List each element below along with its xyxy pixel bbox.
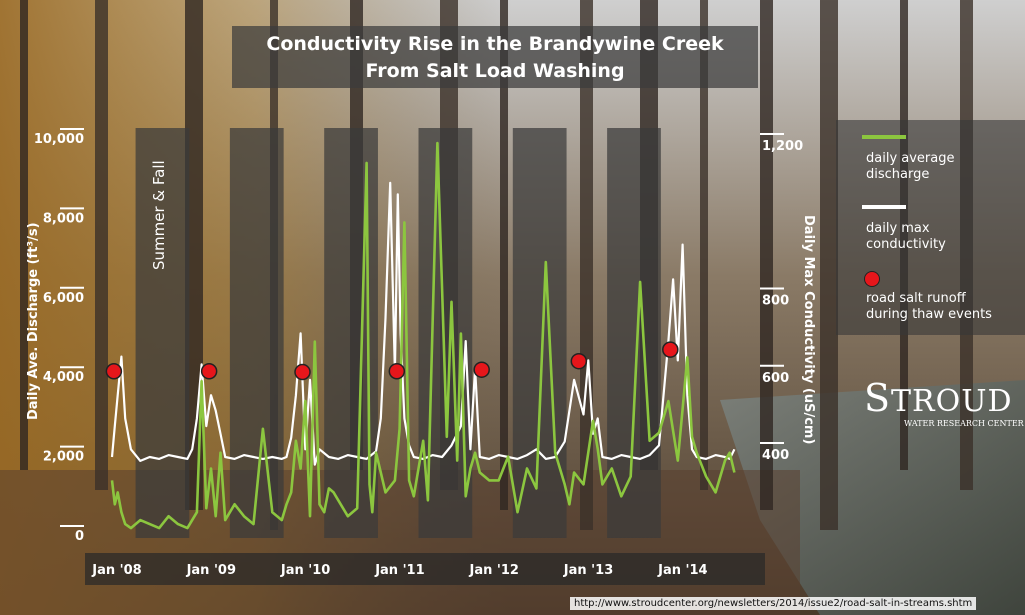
source-url[interactable]: http://www.stroudcenter.org/newsletters/… [570,597,977,610]
x-tick-label: Jan '11 [374,563,424,578]
left-tick-label: 0 [75,529,84,544]
legend-swatch-discharge [862,135,906,139]
legend-label-discharge: daily average discharge [866,151,955,182]
left-tick-label: 6,000 [43,291,84,306]
background-ground [0,470,800,615]
legend-swatch-conductivity [862,205,906,209]
left-tick-label: 4,000 [43,370,84,385]
left-tick-label: 10,000 [34,132,84,147]
tree-trunk [760,0,773,510]
salt-event-point [570,352,588,370]
right-tick-label: 400 [762,448,789,463]
stroud-logo: STROUD WATER RESEARCH CENTER [864,376,1024,428]
legend-label-conductivity: daily max conductivity [866,221,946,252]
right-tick-label: 1,200 [762,139,803,154]
legend-panel [836,120,1025,335]
salt-event-point [200,363,218,380]
tree-trunk [185,0,203,510]
chart-title: Conductivity Rise in the Brandywine Cree… [232,26,758,88]
season-band [607,128,661,538]
x-tick-label: Jan '08 [91,563,141,578]
xaxis-band [85,553,765,585]
salt-event-point [662,341,679,358]
series-discharge [110,141,736,530]
salt-event-point [294,363,311,381]
tree-trunk [95,0,108,490]
x-tick-label: Jan '12 [468,563,518,578]
tree-trunk [820,0,838,530]
logo-subtitle: WATER RESEARCH CENTER [904,419,1024,428]
right-tick-label: 600 [762,371,789,386]
chart-title-line-2: From Salt Load Washing [365,60,625,82]
chart-title-line-1: Conductivity Rise in the Brandywine Cree… [266,33,724,55]
x-tick-label: Jan '14 [657,563,707,578]
left-tick-label: 2,000 [43,450,84,465]
x-axis: Jan '08 Jan '09 Jan '10 Jan '11 Jan '12 Jan '… [91,563,707,578]
logo-wordmark: STROUD [864,376,1013,420]
x-tick-label: Jan '09 [186,563,236,578]
season-band-label: Summer & Fall [150,160,168,270]
left-axis: 0 2,000 4,000 6,000 8,000 10,000 [34,128,84,544]
salt-event-point [473,361,490,378]
salt-event-point [105,363,123,380]
x-tick-label: Jan '10 [280,563,330,578]
y-axis-label-right: Daily Max Conductivity (uS/cm) [801,215,816,445]
season-band [229,128,284,538]
tree-trunk [20,0,28,470]
right-axis: 400 600 800 1,200 [760,133,803,463]
legend-label-salt: road salt runoff during thaw events [866,291,992,322]
season-band [135,128,190,538]
x-tick-label: Jan '13 [563,563,613,578]
y-axis-label-left: Daily Ave. Discharge (ft³/s) [26,222,41,420]
series-line-discharge [110,141,736,530]
tree-trunk [700,0,708,490]
tree-trunk [500,0,508,510]
season-bands [135,128,661,538]
right-tick-label: 800 [762,294,789,309]
season-band [512,128,567,538]
legend-swatch-salt [864,271,880,287]
left-tick-label: 8,000 [43,211,84,226]
series-road-salt-events [105,341,679,381]
salt-event-point [388,363,406,380]
